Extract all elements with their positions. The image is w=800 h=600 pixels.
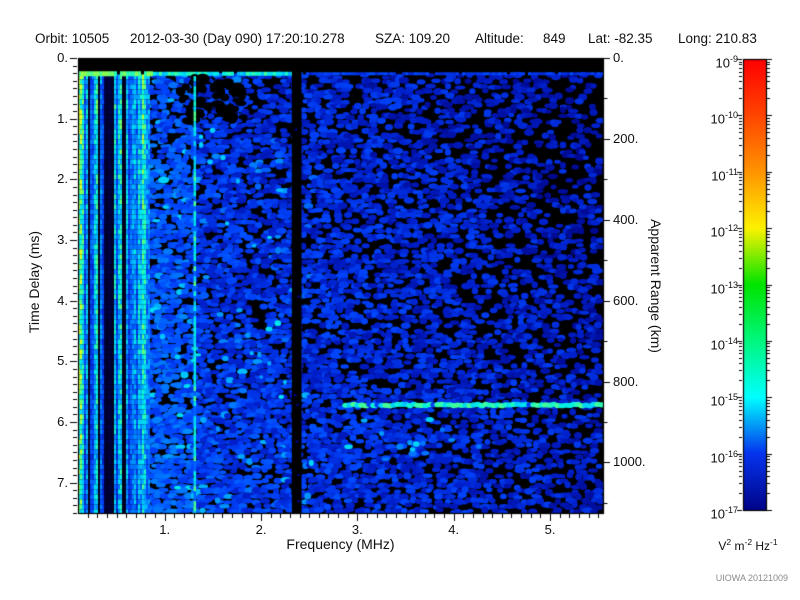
x-tick-label: 1.: [159, 522, 171, 537]
y2-tick-label: 0.: [613, 50, 624, 65]
y-tick-label: 6.: [57, 414, 68, 429]
header-datetime: 2012-03-30 (Day 090) 17:20:10.278: [130, 31, 345, 46]
y-tick-label: 1.: [57, 110, 68, 126]
colorbar-tick-label: 10-14: [710, 335, 738, 353]
y2-tick-label: 400.: [613, 211, 639, 227]
colorbar-tick-label: 10-12: [710, 223, 738, 240]
colorbar-tick-label: 10-13: [710, 279, 738, 296]
y-tick-label: 0.: [57, 50, 68, 65]
y-tick-label: 7.: [57, 474, 68, 490]
y2-tick-label: 600.: [613, 292, 639, 308]
y-axis-label-right-text: Apparent Range (km): [648, 219, 664, 353]
x-tick-label: 3.: [351, 522, 363, 537]
header-long: Long: 210.83: [678, 31, 757, 46]
y2-tick-label: 1000.: [613, 454, 646, 470]
header-altitude-value: 849: [543, 31, 566, 46]
y2-tick-label: 800.: [613, 373, 639, 389]
header-sza: SZA: 109.20: [375, 31, 451, 46]
y2-tick-label: 200.: [613, 130, 639, 146]
header-lat: Lat: -82.35: [588, 31, 653, 46]
y-tick-label: 5.: [57, 353, 68, 369]
y-tick-label: 2.: [57, 171, 68, 187]
y-tick-label: 3.: [57, 232, 68, 247]
colorbar-tick-label: 10-9: [715, 54, 738, 71]
header-altitude-label: Altitude:: [475, 31, 524, 46]
y-tick-label: 4.: [57, 292, 68, 308]
x-tick-label: 5.: [544, 522, 556, 537]
colorbar-tick-label: 10-10: [710, 110, 738, 127]
colorbar-tick-label: 10-17: [710, 505, 738, 522]
watermark: UIOWA 20121009: [715, 573, 788, 583]
x-tick-label: 2.: [255, 522, 267, 537]
x-tick-label: 4.: [448, 522, 460, 537]
colorbar-unit-label: V2 m-2 Hz-1: [718, 537, 778, 553]
colorbar-tick-label: 10-16: [710, 448, 738, 465]
colorbar-tick-label: 10-11: [711, 166, 738, 184]
colorbar-tick-label: 10-15: [710, 392, 738, 409]
header-orbit: Orbit: 10505: [35, 31, 110, 46]
x-axis-label: Frequency (MHz): [286, 536, 395, 552]
